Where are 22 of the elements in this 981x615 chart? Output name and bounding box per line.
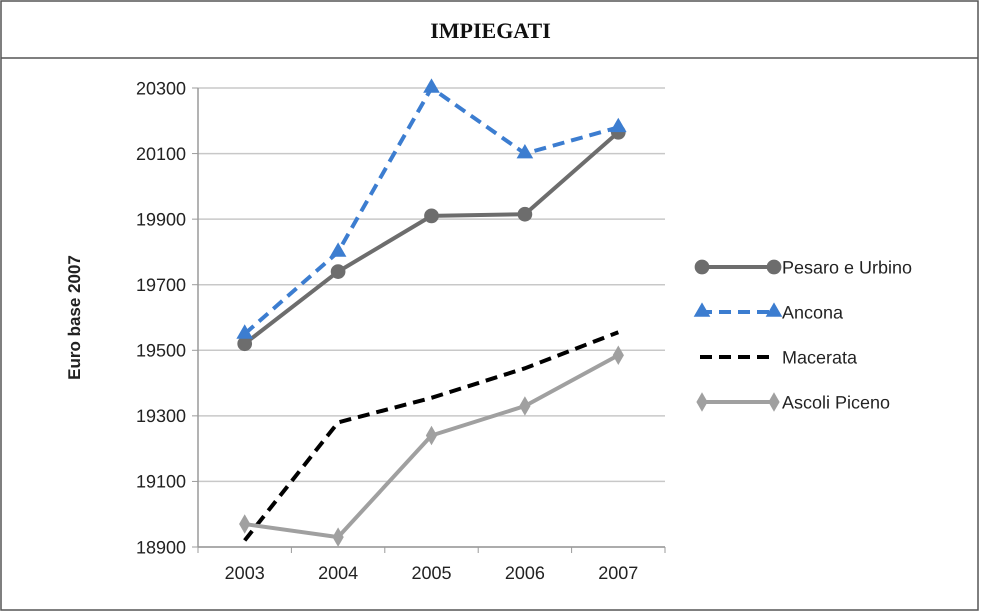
y-tick-label: 19700 bbox=[136, 275, 186, 296]
x-tick-label: 2006 bbox=[504, 563, 545, 583]
point bbox=[424, 208, 439, 224]
x-tick-label: 2005 bbox=[411, 563, 452, 583]
legend-label: Pesaro e Urbino bbox=[782, 257, 912, 278]
y-tick-label: 19300 bbox=[136, 406, 186, 426]
point bbox=[330, 264, 346, 279]
y-tick-label: 19900 bbox=[136, 209, 186, 230]
y-tick-label: 19500 bbox=[136, 340, 186, 361]
legend-label: Ascoli Piceno bbox=[782, 392, 890, 412]
x-tick-label: 2003 bbox=[224, 563, 265, 583]
legend-label: Ancona bbox=[782, 302, 844, 322]
y-tick-label: 20100 bbox=[136, 144, 186, 164]
y-tick-label: 20300 bbox=[136, 78, 186, 98]
legend-label: Macerata bbox=[782, 347, 858, 368]
y-tick-label: 18900 bbox=[136, 537, 186, 558]
x-tick-label: 2004 bbox=[318, 563, 358, 583]
chart-title: IMPIEGATI bbox=[430, 18, 551, 43]
y-axis-title: Euro base 2007 bbox=[65, 255, 84, 380]
point bbox=[518, 206, 532, 222]
x-tick-label: 2007 bbox=[598, 563, 638, 583]
y-tick-label: 19100 bbox=[136, 472, 186, 492]
